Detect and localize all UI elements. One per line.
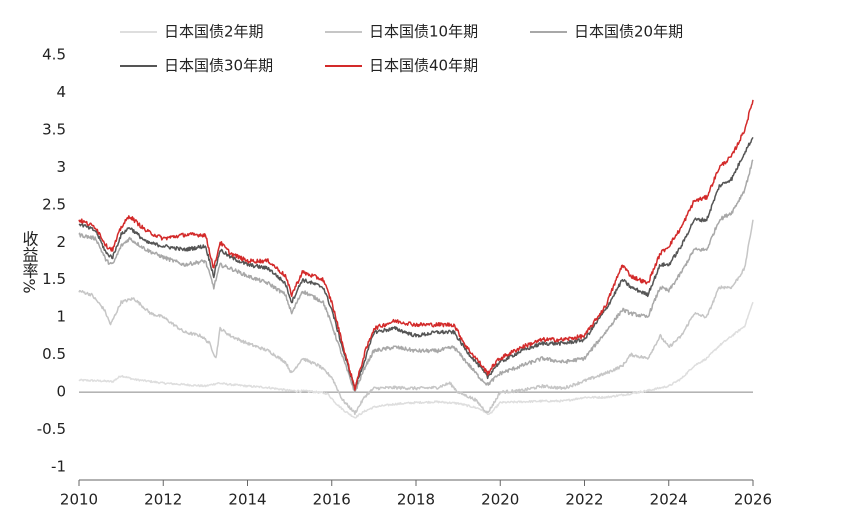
x-tick-label: 2014 <box>228 491 266 509</box>
y-tick-label: 3 <box>56 158 66 176</box>
y-tick-label: 0 <box>56 383 66 401</box>
y-tick-label: 2.5 <box>42 195 66 213</box>
series-line-4 <box>78 136 754 390</box>
y-tick-label: 0.5 <box>42 345 66 363</box>
x-tick-label: 2026 <box>734 491 772 509</box>
series-line-1 <box>78 301 754 419</box>
series-lines <box>78 99 754 419</box>
y-tick-label: 1 <box>56 308 66 326</box>
x-tick-label: 2018 <box>397 491 435 509</box>
x-tick-label: 2020 <box>481 491 519 509</box>
y-tick-label: 1.5 <box>42 270 66 288</box>
y-tick-label: 4.5 <box>42 46 66 64</box>
y-tick-label: -0.5 <box>37 420 66 438</box>
series-line-3 <box>78 159 754 393</box>
y-tick-label: 4 <box>56 83 66 101</box>
legend-label: 日本国债40年期 <box>369 57 478 75</box>
y-axis: -1 -0.5 0 0.5 1 1.5 2 2.5 3 3.5 4 4.5 <box>37 46 66 476</box>
x-tick-label: 2024 <box>650 491 688 509</box>
x-tick-label: 2016 <box>313 491 351 509</box>
x-tick-label: 2012 <box>144 491 182 509</box>
series-line-5 <box>78 99 754 391</box>
series-line-2 <box>78 219 754 416</box>
x-tick-label: 2010 <box>60 491 98 509</box>
y-tick-label: 2 <box>56 233 66 251</box>
y-tick-label: 3.5 <box>42 120 66 138</box>
x-axis: 2010 2012 2014 2016 2018 2020 2022 2024 2026 <box>60 479 772 509</box>
legend-label: 日本国债2年期 <box>164 23 264 41</box>
y-axis-label: 收益率% <box>20 230 39 293</box>
legend-label: 日本国债10年期 <box>369 23 478 41</box>
y-tick-label: -1 <box>51 458 66 476</box>
x-tick-label: 2022 <box>565 491 603 509</box>
legend-label: 日本国债30年期 <box>164 57 273 75</box>
legend-label: 日本国债20年期 <box>574 23 683 41</box>
